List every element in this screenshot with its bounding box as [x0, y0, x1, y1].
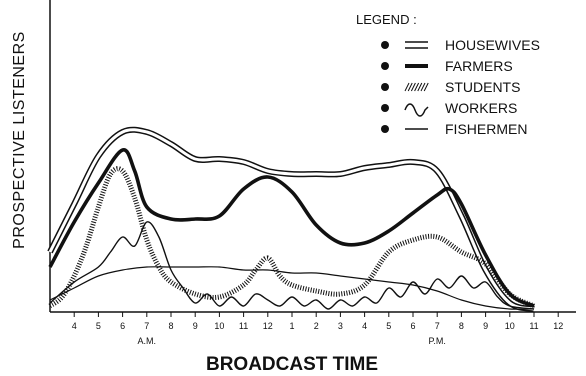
legend-bullet: [381, 125, 389, 133]
legend-label: FISHERMEN: [445, 121, 527, 137]
x-period-label: P.M.: [429, 336, 446, 346]
legend-swatch: [404, 103, 429, 117]
x-tick-label: 11: [239, 321, 248, 331]
x-axis-ticks: 4 5 6 7 8 9 10 11 12 1 2 3 4 5 6 7 8 9 10 11 12A.M. P.M.: [72, 312, 563, 346]
x-period-label: A.M.: [138, 336, 157, 346]
series-housewives: [47, 126, 535, 312]
x-tick-label: 7: [435, 321, 440, 331]
legend-label: FARMERS: [445, 58, 513, 74]
x-tick-label: 5: [96, 321, 101, 331]
x-tick-label: 12: [553, 321, 563, 331]
x-tick-label: 1: [289, 321, 294, 331]
legend-label: WORKERS: [445, 100, 517, 116]
series-workers: [49, 221, 535, 310]
x-tick-label: 10: [214, 321, 224, 331]
x-tick-label: 12: [263, 321, 273, 331]
legend-bullet: [381, 62, 389, 70]
hatch-stroke: [417, 82, 423, 92]
series-line: [48, 148, 535, 308]
x-tick-label: 6: [120, 321, 125, 331]
x-axis-label: BROADCAST TIME: [206, 354, 378, 375]
x-tick-label: 4: [72, 321, 77, 331]
legend-label: HOUSEWIVES: [445, 37, 540, 53]
hatch-stroke: [423, 82, 429, 92]
x-tick-label: 3: [338, 321, 343, 331]
x-tick-label: 9: [193, 321, 198, 331]
x-tick-label: 6: [410, 321, 415, 331]
legend-item-housewives: HOUSEWIVES: [381, 37, 540, 53]
series-group: [47, 126, 536, 312]
legend-title: LEGEND :: [356, 12, 417, 27]
legend-item-workers: WORKERS: [381, 100, 517, 117]
axis-labels: PROSPECTIVE LISTENERS BROADCAST TIME: [11, 31, 378, 375]
series-line-inner: [48, 128, 535, 311]
x-tick-label: 2: [314, 321, 319, 331]
legend-item-farmers: FARMERS: [381, 58, 513, 74]
hatch-stroke: [414, 82, 420, 92]
x-tick-label: 5: [386, 321, 391, 331]
series-line: [49, 221, 535, 310]
axes: [49, 0, 576, 313]
legend-item-students: STUDENTS: [381, 79, 520, 95]
series-line: [49, 266, 535, 310]
hatch-stroke: [410, 82, 416, 92]
legend-bullet: [381, 41, 389, 49]
hatch-stroke: [404, 82, 410, 92]
x-tick-label: 10: [505, 321, 515, 331]
legend-swatch: [404, 82, 429, 92]
x-tick-label: 11: [529, 321, 538, 331]
legend: LEGEND : HOUSEWIVES FARMERS STUDENTS WORKERS…: [356, 12, 540, 137]
y-axis-label: PROSPECTIVE LISTENERS: [11, 31, 28, 249]
legend-item-fishermen: FISHERMEN: [381, 121, 527, 137]
hatch-stroke: [407, 82, 413, 92]
hatch-stroke: [420, 82, 426, 92]
x-tick-label: 8: [168, 321, 173, 331]
x-tick-label: 4: [362, 321, 367, 331]
series-farmers: [48, 148, 535, 308]
series-fishermen: [49, 266, 535, 310]
legend-label: STUDENTS: [445, 79, 520, 95]
legend-bullet: [381, 104, 389, 112]
legend-bullet: [381, 83, 389, 91]
x-tick-label: 9: [483, 321, 488, 331]
x-tick-label: 7: [144, 321, 149, 331]
x-tick-label: 8: [459, 321, 464, 331]
